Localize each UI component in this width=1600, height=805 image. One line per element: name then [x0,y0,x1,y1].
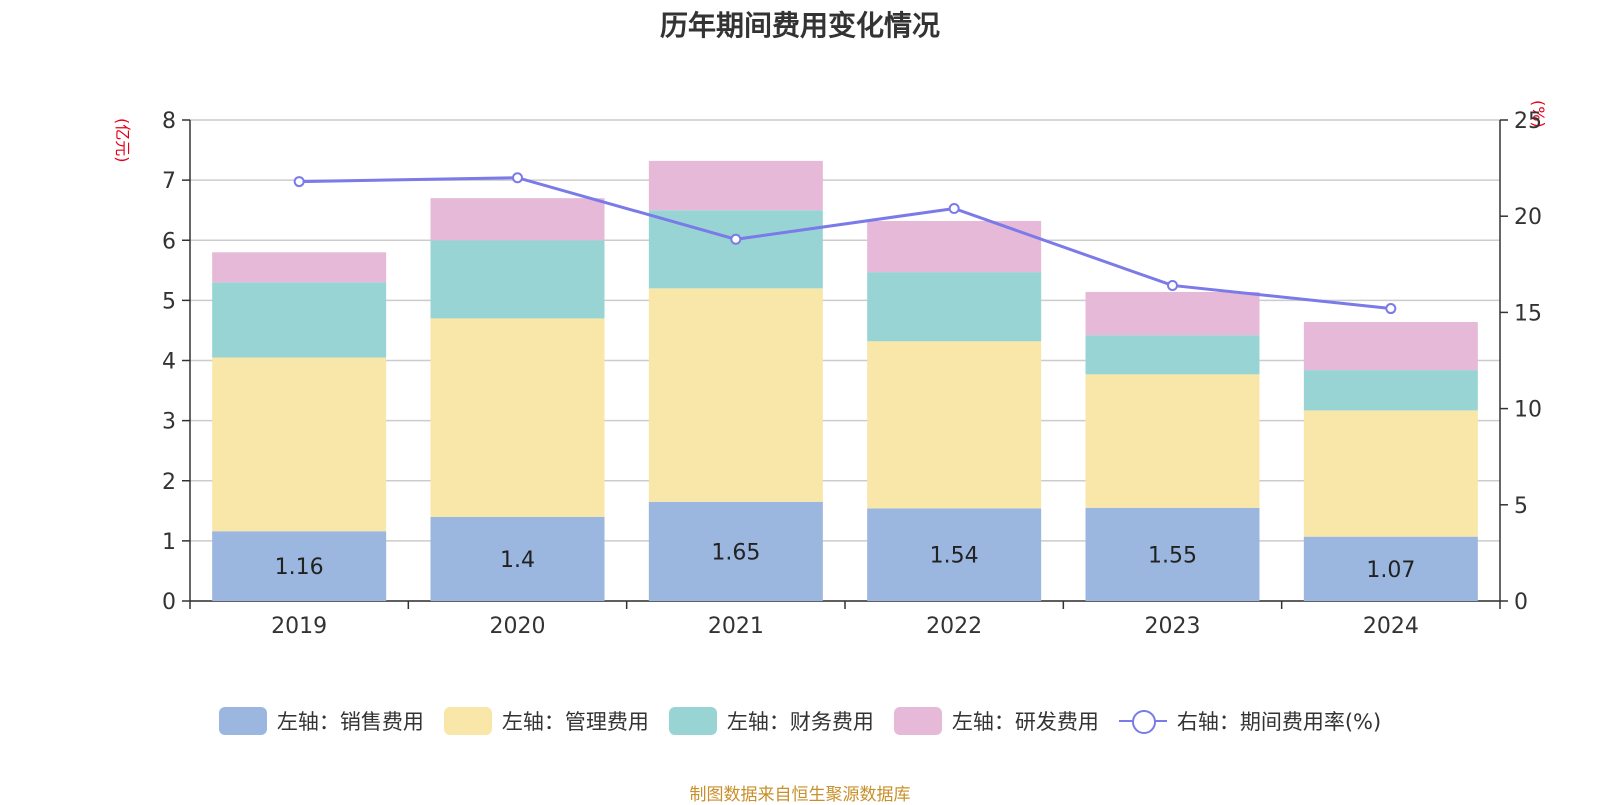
legend-swatch [668,707,717,735]
bar-segment-4 [1303,322,1478,371]
bar-segment-1 [1085,507,1260,601]
x-axis-tick-label: 2019 [271,614,327,639]
rate-point [948,203,960,215]
left-axis-tick-label: 1 [162,530,176,555]
bar-data-label: 1.4 [500,548,535,573]
bar-segment-4 [648,160,823,211]
right-axis-tick-label: 25 [1514,109,1542,134]
left-axis-tick-label: 6 [162,229,176,254]
legend-label: 左轴：财务费用 [726,710,874,734]
legend-label: 左轴：管理费用 [501,710,649,734]
bar-segment-3 [867,272,1042,342]
legend-swatch [218,707,267,735]
bar-data-label: 1.54 [930,544,979,569]
legend-swatch [893,707,942,735]
legend-item: 左轴：销售费用 [218,706,424,736]
rate-point [293,176,305,188]
left-axis-tick-label: 0 [162,590,176,615]
bar-segment-4 [430,198,605,241]
bar-segment-2 [867,341,1042,509]
rate-line [299,176,1391,311]
x-axis-tick-label: 2020 [490,614,546,639]
left-axis-tick-label: 8 [162,109,176,134]
rate-point [512,172,523,184]
bar-segment-3 [1085,335,1260,375]
left-axis-tick-label: 5 [162,289,176,314]
chart-canvas: 0 1 2 3 4 5 6 7 8 0 5 10 15 20 25 2019 2020 2021 2022 2023 2… [162,109,1542,639]
legend-swatch [443,707,492,735]
bar-segment-2 [1303,410,1478,537]
right-axis-tick-label: 0 [1514,590,1528,615]
chart-title: 历年期间费用变化情况 [659,9,940,42]
bar-data-label: 1.07 [1366,558,1415,583]
bar-segment-1 [1303,536,1478,601]
bar-data-label: 1.65 [711,540,760,565]
source-note: 制图数据来自恒生聚源数据库 [689,785,911,805]
bar-segment-4 [212,252,387,283]
x-axis-tick-label: 2022 [926,614,982,639]
legend-label: 左轴：销售费用 [276,710,424,734]
right-axis-tick-label: 20 [1514,205,1542,230]
left-axis-tick-label: 2 [162,470,176,495]
x-axis-tick-label: 2023 [1145,614,1201,639]
left-axis-tick-label: 4 [162,350,176,375]
bar-segment-2 [1085,374,1260,508]
legend-line-marker [1118,707,1167,735]
legend-label: 右轴：期间费用率(%) [1176,710,1382,734]
left-axis-tick-label: 7 [162,169,176,194]
rate-point [1167,279,1178,291]
bar-segment-1 [430,516,605,601]
bar-segment-2 [430,318,605,517]
bar-segment-3 [1303,370,1478,411]
bar-segment-2 [212,357,387,532]
right-axis-tick-label: 10 [1514,398,1542,423]
x-axis-tick-label: 2021 [708,614,764,639]
left-axis-tick-label: 3 [162,410,176,435]
bar-segment-1 [212,531,387,601]
legend-item: 左轴：管理费用 [443,706,649,736]
bar-segment-1 [648,501,823,601]
right-axis-tick-label: 15 [1514,301,1542,326]
bar-segment-1 [867,508,1042,601]
bar-data-label: 1.55 [1148,543,1197,568]
rate-point [1385,303,1397,315]
right-axis-tick-label: 5 [1514,494,1528,519]
legend-item: 左轴：财务费用 [668,706,874,736]
x-axis-tick-label: 2024 [1363,614,1419,639]
bar-segment-2 [648,288,823,502]
bar-data-label: 1.16 [275,555,324,580]
bar-segment-3 [430,240,605,319]
rate-point [730,233,742,245]
legend-item: 右轴：期间费用率(%) [1118,706,1382,736]
legend-label: 左轴：研发费用 [951,710,1099,734]
bar-segment-3 [212,282,387,358]
bar-segment-4 [1085,291,1260,336]
legend-item: 左轴：研发费用 [893,706,1099,736]
legend: 左轴：销售费用 左轴：管理费用 左轴：财务费用 左轴：研发费用 右轴：期间费用率(%) [0,706,1600,736]
